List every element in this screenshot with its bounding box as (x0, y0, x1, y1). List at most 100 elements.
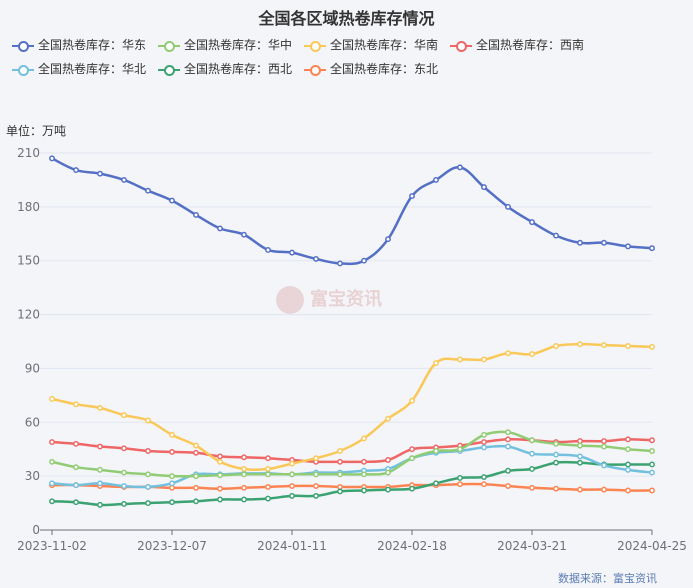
data-point (97, 443, 103, 450)
series (49, 341, 655, 472)
data-point (121, 176, 127, 183)
data-point (361, 257, 367, 264)
data-source-label: 数据来源：富宝资讯 (558, 572, 657, 585)
data-point (457, 446, 463, 453)
data-point (265, 483, 271, 490)
y-tick-label: 150 (17, 254, 40, 268)
data-point (553, 459, 559, 466)
legend-item[interactable]: 全国热卷库存：华东 (12, 36, 146, 53)
data-point (385, 486, 391, 493)
x-tick-label: 2024-04-25 (617, 539, 687, 553)
data-point (145, 417, 151, 424)
legend-item[interactable]: 全国热卷库存：华北 (12, 60, 146, 77)
data-point (121, 483, 127, 489)
data-point (337, 260, 343, 267)
data-point (73, 401, 79, 408)
data-point (49, 480, 55, 487)
legend-item[interactable]: 全国热卷库存：华南 (304, 36, 438, 53)
legend-marker-icon (158, 64, 181, 76)
data-point (49, 498, 55, 505)
legend-item[interactable]: 全国热卷库存：华中 (158, 36, 292, 53)
legend-marker-icon (304, 40, 327, 52)
data-point (649, 245, 655, 252)
legend-marker-icon (450, 40, 473, 52)
data-point (481, 356, 487, 363)
data-point (49, 395, 55, 402)
data-point (337, 471, 343, 478)
y-axis-unit-label: 单位：万吨 (6, 124, 67, 138)
data-point (337, 448, 343, 454)
data-point (49, 458, 55, 465)
x-tick-label: 2023-11-02 (17, 539, 87, 553)
legend-item[interactable]: 全国热卷库存：东北 (304, 60, 438, 77)
data-point (457, 481, 463, 488)
legend-item[interactable]: 全国热卷库存：西北 (158, 60, 292, 77)
data-point (481, 444, 487, 451)
data-point (529, 351, 535, 358)
data-point (49, 439, 55, 445)
data-point (625, 466, 631, 473)
y-tick-label: 90 (25, 361, 40, 375)
data-point (649, 437, 655, 444)
data-point (529, 450, 535, 457)
data-point (313, 455, 319, 462)
x-tick-label: 2024-01-11 (257, 539, 327, 553)
data-point (73, 464, 79, 471)
data-point (241, 454, 247, 461)
data-point (145, 187, 151, 194)
data-point (313, 471, 319, 478)
series-line (51, 157, 653, 266)
data-point (577, 442, 583, 449)
data-point (169, 499, 175, 506)
data-point (361, 435, 367, 442)
data-point (385, 469, 391, 476)
data-point (457, 164, 463, 171)
data-point (97, 480, 103, 487)
data-point (289, 460, 295, 467)
data-point (649, 487, 655, 494)
watermark: 富宝资讯 (276, 285, 382, 314)
data-point (73, 167, 79, 174)
data-point (361, 458, 367, 465)
legend-label: 全国热卷库存：东北 (330, 62, 439, 76)
data-point (433, 176, 439, 183)
data-point (97, 466, 103, 473)
data-point (193, 442, 199, 449)
y-tick-label: 0 (32, 523, 40, 537)
data-point (313, 483, 319, 489)
data-point (433, 480, 439, 487)
data-point (577, 239, 583, 246)
data-point (649, 448, 655, 454)
data-point (505, 467, 511, 474)
data-point (409, 193, 415, 200)
series (49, 436, 655, 465)
data-point (529, 484, 535, 491)
y-tick-label: 180 (17, 200, 40, 214)
data-point (241, 484, 247, 491)
legend-item[interactable]: 全国热卷库存：西南 (450, 36, 584, 53)
data-point (361, 487, 367, 494)
data-point (145, 471, 151, 478)
series-line (51, 437, 653, 464)
x-tick-label: 2024-03-21 (497, 539, 567, 553)
data-point (169, 431, 175, 438)
data-point (193, 449, 199, 456)
data-point (385, 415, 391, 422)
data-point (217, 472, 223, 479)
data-point (169, 473, 175, 480)
data-point (217, 453, 223, 460)
data-point (409, 455, 415, 462)
data-point (577, 459, 583, 466)
data-point (601, 462, 607, 469)
y-tick-label: 120 (17, 308, 40, 322)
data-point (601, 486, 607, 493)
data-point (265, 455, 271, 462)
legend-label: 全国热卷库存：西北 (184, 62, 293, 76)
data-point (121, 501, 127, 507)
legend-row: 全国热卷库存：华北 全国热卷库存：西北 全国热卷库存：东北 (12, 58, 692, 82)
data-point (625, 436, 631, 443)
data-point (577, 341, 583, 348)
data-point (529, 437, 535, 444)
data-point (289, 471, 295, 478)
y-tick-label: 210 (17, 146, 40, 160)
